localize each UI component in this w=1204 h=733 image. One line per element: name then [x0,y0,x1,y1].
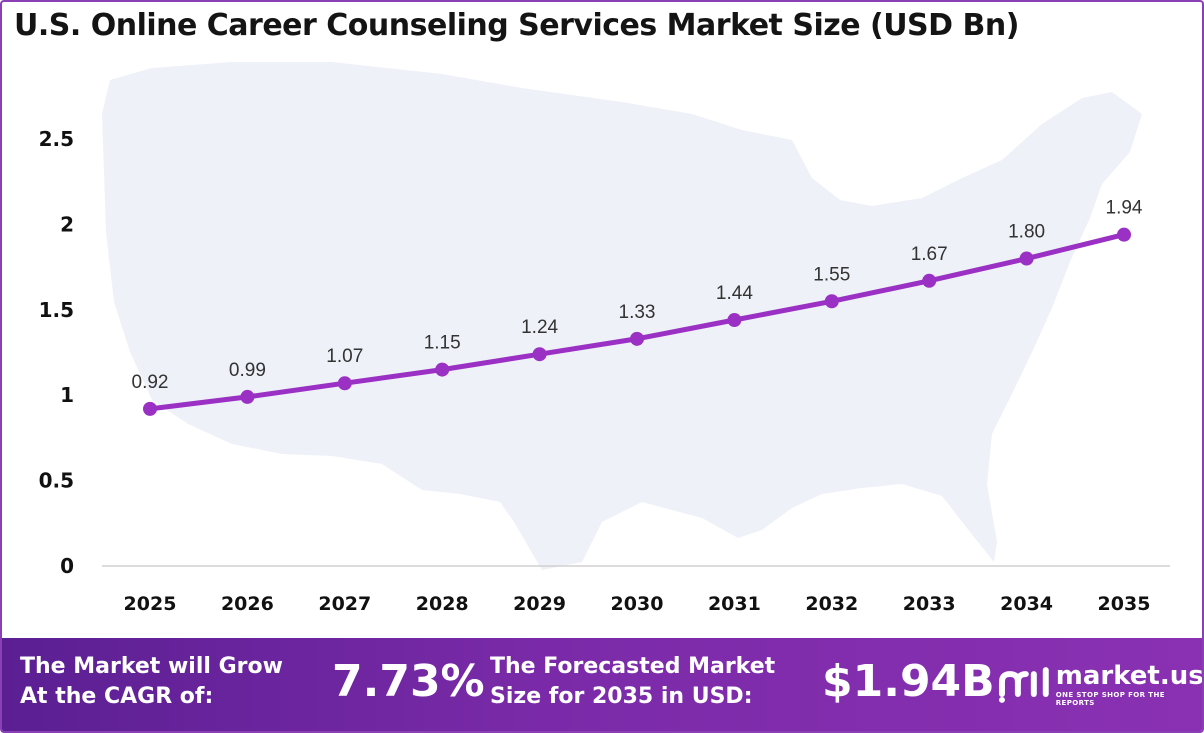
x-tick-label: 2025 [124,593,177,615]
market-us-logo: market.us ONE STOP SHOP FOR THE REPORTS [996,661,1204,707]
logo-tagline: ONE STOP SHOP FOR THE REPORTS [1055,691,1165,707]
data-label: 1.33 [619,302,656,323]
market-us-logo-icon [998,666,1049,703]
data-label: 0.92 [132,372,169,393]
forecast-label: The Forecasted Market Size for 2035 in U… [490,654,776,709]
us-map-background [102,62,1142,570]
chart-title: U.S. Online Career Counseling Services M… [14,8,1019,43]
data-point [922,273,937,288]
data-label: 1.67 [911,244,948,265]
line-chart: 0 0.5 1 1.5 2 2.5 2025 2026 2027 2028 2029 2030 203… [39,62,1170,615]
data-label: 1.80 [1008,222,1045,243]
x-tick-label: 2030 [611,593,664,615]
x-tick-label: 2028 [416,593,469,615]
x-tick-label: 2035 [1098,593,1151,615]
data-label: 1.44 [716,283,753,304]
data-label: 1.55 [813,264,850,285]
data-point [435,362,450,377]
y-tick-label: 2.5 [39,127,74,151]
data-label: 1.24 [521,317,558,338]
footer-banner: The Market will Grow At the CAGR of: 7.7… [2,638,1204,731]
data-label: 1.94 [1106,198,1143,219]
data-label: 1.15 [424,333,461,354]
y-tick-label: 0 [60,554,74,578]
forecast-value: $1.94B [822,656,995,707]
data-point [143,401,157,416]
y-tick-label: 0.5 [39,469,74,493]
data-point [337,376,352,391]
data-label: 0.99 [229,360,266,381]
data-point [1019,251,1034,266]
data-point [532,347,547,362]
data-point [1117,227,1131,242]
x-tick-label: 2029 [513,593,566,615]
data-point [824,294,839,309]
y-tick-label: 1 [60,383,74,407]
data-point [630,331,644,346]
cagr-value: 7.73% [332,656,485,707]
x-tick-label: 2026 [221,593,274,615]
x-tick-label: 2033 [903,593,956,615]
data-point [240,389,255,404]
y-tick-label: 2 [60,212,74,236]
y-tick-label: 1.5 [39,298,74,322]
logo-name: market.us [1055,661,1204,691]
x-tick-label: 2034 [1000,593,1053,615]
data-point [727,313,742,328]
x-tick-label: 2027 [318,593,371,615]
cagr-label: The Market will Grow At the CAGR of: [20,654,283,709]
data-label: 1.07 [326,346,363,367]
x-tick-label: 2031 [708,593,761,615]
x-tick-label: 2032 [805,593,858,615]
